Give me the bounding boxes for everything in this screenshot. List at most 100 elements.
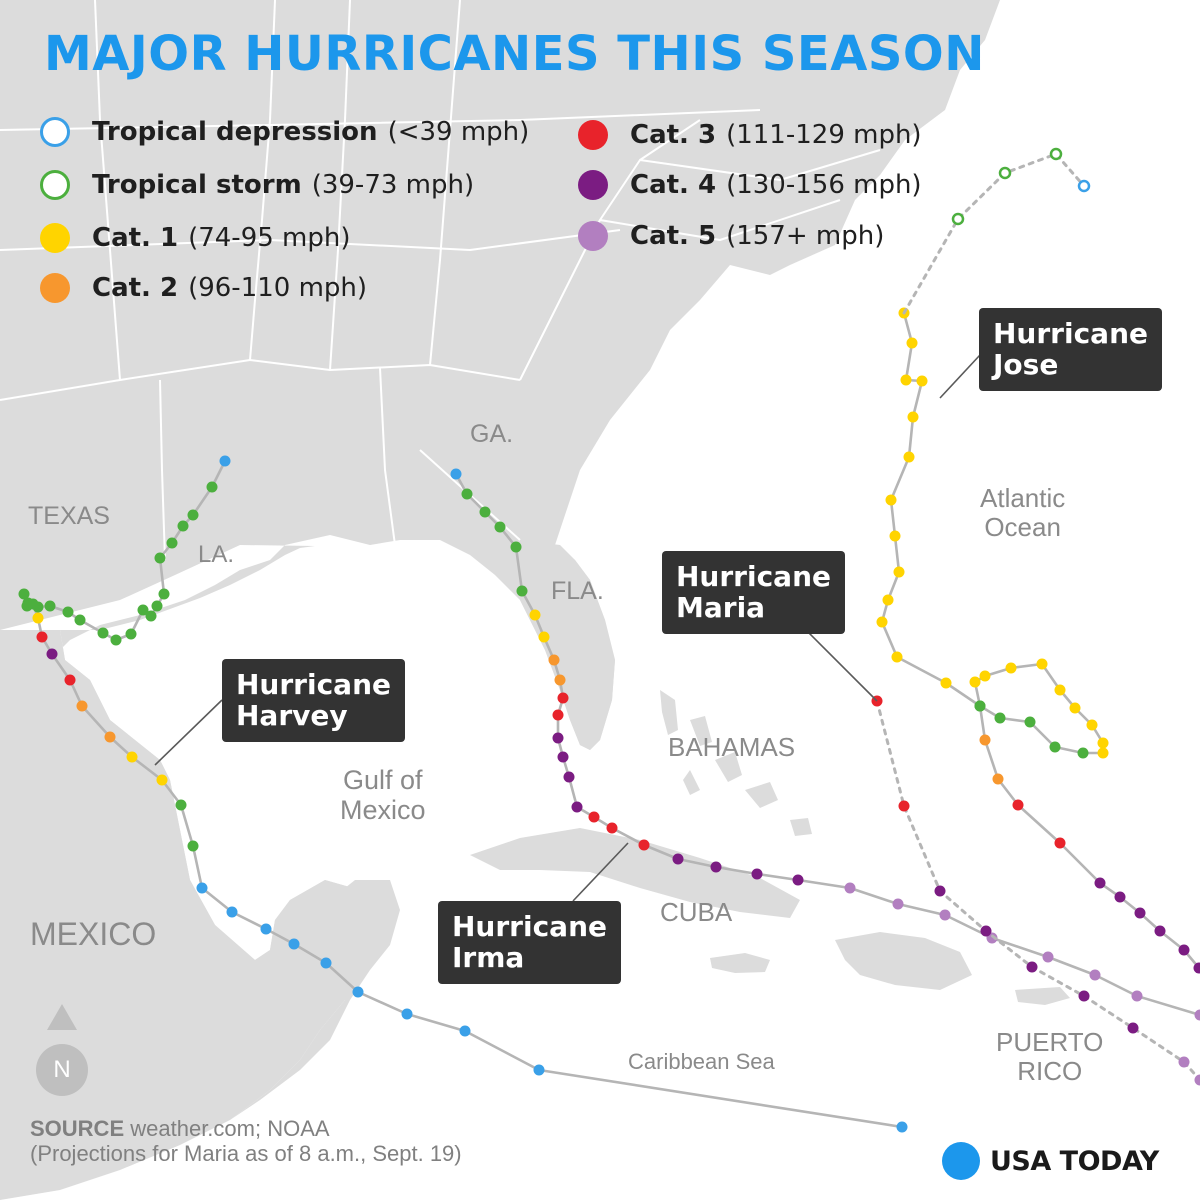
legend-range-cat-5: (157+ mph) <box>726 221 885 251</box>
track-point-harvey <box>206 481 218 493</box>
track-point-jose <box>940 677 952 689</box>
track-point-jose <box>876 616 888 628</box>
legend-range-cat-2: (96-110 mph) <box>188 273 368 303</box>
track-point-jose <box>1024 716 1036 728</box>
track-point-harvey <box>896 1121 908 1133</box>
track-point-harvey <box>166 537 178 549</box>
label-cuba: CUBA <box>660 897 733 927</box>
legend-swatch-cat-1 <box>40 223 70 253</box>
label-mexico: MEXICO <box>30 916 157 952</box>
track-point-jose <box>1097 737 1109 749</box>
track-point-jose <box>1154 925 1166 937</box>
callout-hurricane-maria: Hurricane Maria <box>662 551 845 634</box>
callout-leader-line <box>572 842 629 902</box>
track-point-harvey <box>110 634 122 646</box>
track-point-harvey <box>260 923 272 935</box>
legend-label-cat-2: Cat. 2 <box>92 273 179 303</box>
track-point-irma <box>1042 951 1054 963</box>
track-point-jose-early <box>1077 179 1091 193</box>
track-point-irma <box>552 732 564 744</box>
track-irma <box>450 468 1200 1021</box>
callout-jose-line-2: Jose <box>993 348 1059 382</box>
track-point-jose <box>1005 662 1017 674</box>
track-point-irma <box>557 751 569 763</box>
track-point-harvey <box>104 731 116 743</box>
callout-jose-line-1: Hurricane <box>993 317 1148 350</box>
track-point-harvey <box>126 751 138 763</box>
track-point-jose <box>1012 799 1024 811</box>
legend-range-cat-1: (74-95 mph) <box>188 223 351 253</box>
legend-label-cat-3: Cat. 3 <box>630 120 717 150</box>
legend-range-tropical-depression: (<39 mph) <box>387 117 530 147</box>
legend-item-cat-2: Cat. 2 (96-110 mph) <box>40 268 367 308</box>
legend-swatch-tropical-depression <box>40 117 70 147</box>
track-point-harvey <box>36 631 48 643</box>
track-point-harvey <box>125 628 137 640</box>
label-georgia: GA. <box>470 420 514 448</box>
track-point-jose <box>979 734 991 746</box>
track-point-harvey <box>158 588 170 600</box>
legend-range-tropical-storm: (39-73 mph) <box>311 170 475 200</box>
legend-swatch-cat-5 <box>578 221 608 251</box>
label-puerto-rico-line-2: RICO <box>1017 1055 1083 1086</box>
track-point-harvey <box>62 606 74 618</box>
track-point-irma <box>588 811 600 823</box>
callout-harvey-line-1: Hurricane <box>236 668 391 701</box>
legend-label-tropical-depression: Tropical depression <box>92 117 378 147</box>
track-point-irma <box>450 468 462 480</box>
track-point-harvey <box>219 455 231 467</box>
label-puerto-rico-line-1: PUERTO <box>996 1027 1104 1057</box>
track-point-irma <box>1194 1009 1200 1021</box>
page-title: MAJOR HURRICANES THIS SEASON <box>44 26 985 82</box>
legend-item-cat-5: Cat. 5 (157+ mph) <box>578 216 884 256</box>
track-point-jose <box>1134 907 1146 919</box>
track-point-irma <box>710 861 722 873</box>
track-point-maria <box>1194 1074 1200 1086</box>
track-point-harvey <box>320 957 332 969</box>
callout-maria-line-1: Hurricane <box>676 560 831 593</box>
track-point-harvey <box>76 700 88 712</box>
legend-item-cat-3: Cat. 3 (111-129 mph) <box>578 115 922 155</box>
callout-irma-line-1: Hurricane <box>452 910 607 943</box>
track-point-jose <box>889 530 901 542</box>
track-point-irma <box>939 909 951 921</box>
callout-hurricane-jose: Hurricane Jose <box>979 308 1162 391</box>
track-point-jose <box>974 700 986 712</box>
track-point-harvey <box>288 938 300 950</box>
track-point-jose <box>1054 837 1066 849</box>
track-point-maria <box>1026 961 1038 973</box>
track-harvey <box>18 455 908 1133</box>
track-point-irma <box>672 853 684 865</box>
callout-leader-line <box>939 354 981 399</box>
track-point-jose <box>1114 891 1126 903</box>
track-point-harvey <box>97 627 109 639</box>
compass-north-icon: N <box>36 1044 88 1096</box>
track-point-harvey <box>533 1064 545 1076</box>
florida-land <box>520 540 615 750</box>
legend-label-tropical-storm: Tropical storm <box>92 170 302 200</box>
track-point-harvey <box>64 674 76 686</box>
source-projection-note: (Projections for Maria as of 8 a.m., Sep… <box>30 1141 462 1167</box>
north-america-land <box>0 0 1000 1010</box>
callout-harvey-line-2: Harvey <box>236 699 348 733</box>
track-point-harvey <box>175 799 187 811</box>
track-point-irma <box>1131 990 1143 1002</box>
callout-leader-lines <box>154 354 981 902</box>
legend-swatch-cat-3 <box>578 120 608 150</box>
track-point-irma <box>479 506 491 518</box>
track-point-jose <box>893 566 905 578</box>
legend-item-tropical-depression: Tropical depression (<39 mph) <box>40 112 529 152</box>
legend-label-cat-5: Cat. 5 <box>630 221 717 251</box>
track-point-irma <box>554 674 566 686</box>
track-point-harvey <box>18 588 30 600</box>
track-point-irma <box>552 709 564 721</box>
track-point-jose <box>916 375 928 387</box>
bahamas-islands <box>660 690 812 836</box>
callout-leader-line <box>807 631 878 702</box>
track-point-harvey <box>187 840 199 852</box>
track-point-jose <box>1069 702 1081 714</box>
track-point-jose <box>882 594 894 606</box>
source-label: SOURCE <box>30 1116 125 1141</box>
label-gulf-line-1: Gulf of <box>342 765 423 795</box>
